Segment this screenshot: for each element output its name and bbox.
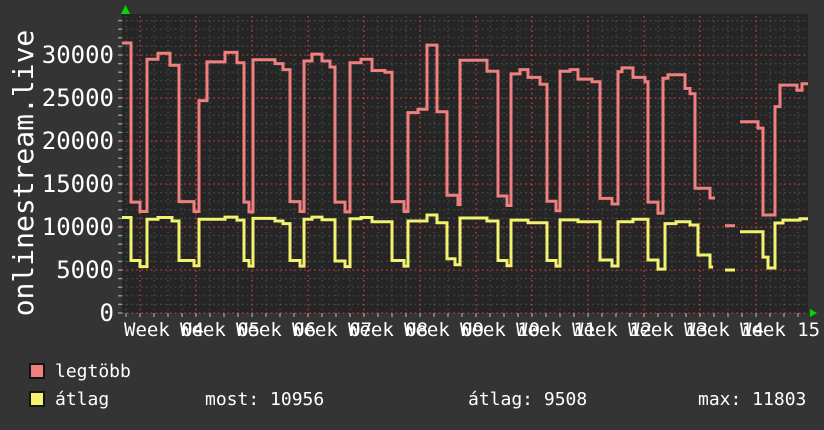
y-tick-label: 25000 <box>41 84 114 112</box>
x-tick-label: Week 11 <box>516 319 597 341</box>
x-tick-label: Week 08 <box>348 319 429 341</box>
x-tick-label: Week 10 <box>460 319 541 341</box>
x-tick-label: Week 05 <box>180 319 261 341</box>
legend-row-atlag: átlag most: 10956 átlag: 9508 max: 11803 <box>0 390 824 412</box>
x-axis-arrow-icon <box>810 309 817 317</box>
stat-max: max: 11803 <box>698 389 807 410</box>
legend-swatch-legtobb <box>29 363 45 379</box>
stat-most: most: 10956 <box>205 389 325 410</box>
legend-row-legtobb: legtöbb <box>0 362 824 384</box>
y-tick-label: 15000 <box>41 170 114 198</box>
x-tick-label: Week 12 <box>572 319 653 341</box>
y-tick-label: 20000 <box>41 127 114 155</box>
legend-label-legtobb: legtöbb <box>55 361 131 382</box>
x-tick-label: Week 04 <box>124 319 205 341</box>
x-tick-label: Week 15 <box>740 319 821 341</box>
legend-swatch-atlag <box>29 391 45 407</box>
x-tick-label: Week 13 <box>628 319 709 341</box>
y-tick-label: 0 <box>99 299 114 327</box>
y-tick-label: 10000 <box>41 213 114 241</box>
series-line-atlag <box>122 213 713 271</box>
y-tick-label: 5000 <box>56 256 114 284</box>
x-tick-label: Week 14 <box>684 319 765 341</box>
x-tick-label: Week 06 <box>236 319 317 341</box>
series-line-legtobb <box>122 41 715 215</box>
y-tick-label: 30000 <box>41 41 114 69</box>
series-line-legtobb <box>740 82 808 217</box>
legend-label-atlag: átlag <box>55 389 110 410</box>
series-line-atlag <box>740 217 808 270</box>
stat-atlag: átlag: 9508 <box>468 389 588 410</box>
y-axis-arrow-icon <box>121 5 130 14</box>
x-tick-label: Week 09 <box>404 319 485 341</box>
x-tick-label: Week 07 <box>292 319 373 341</box>
